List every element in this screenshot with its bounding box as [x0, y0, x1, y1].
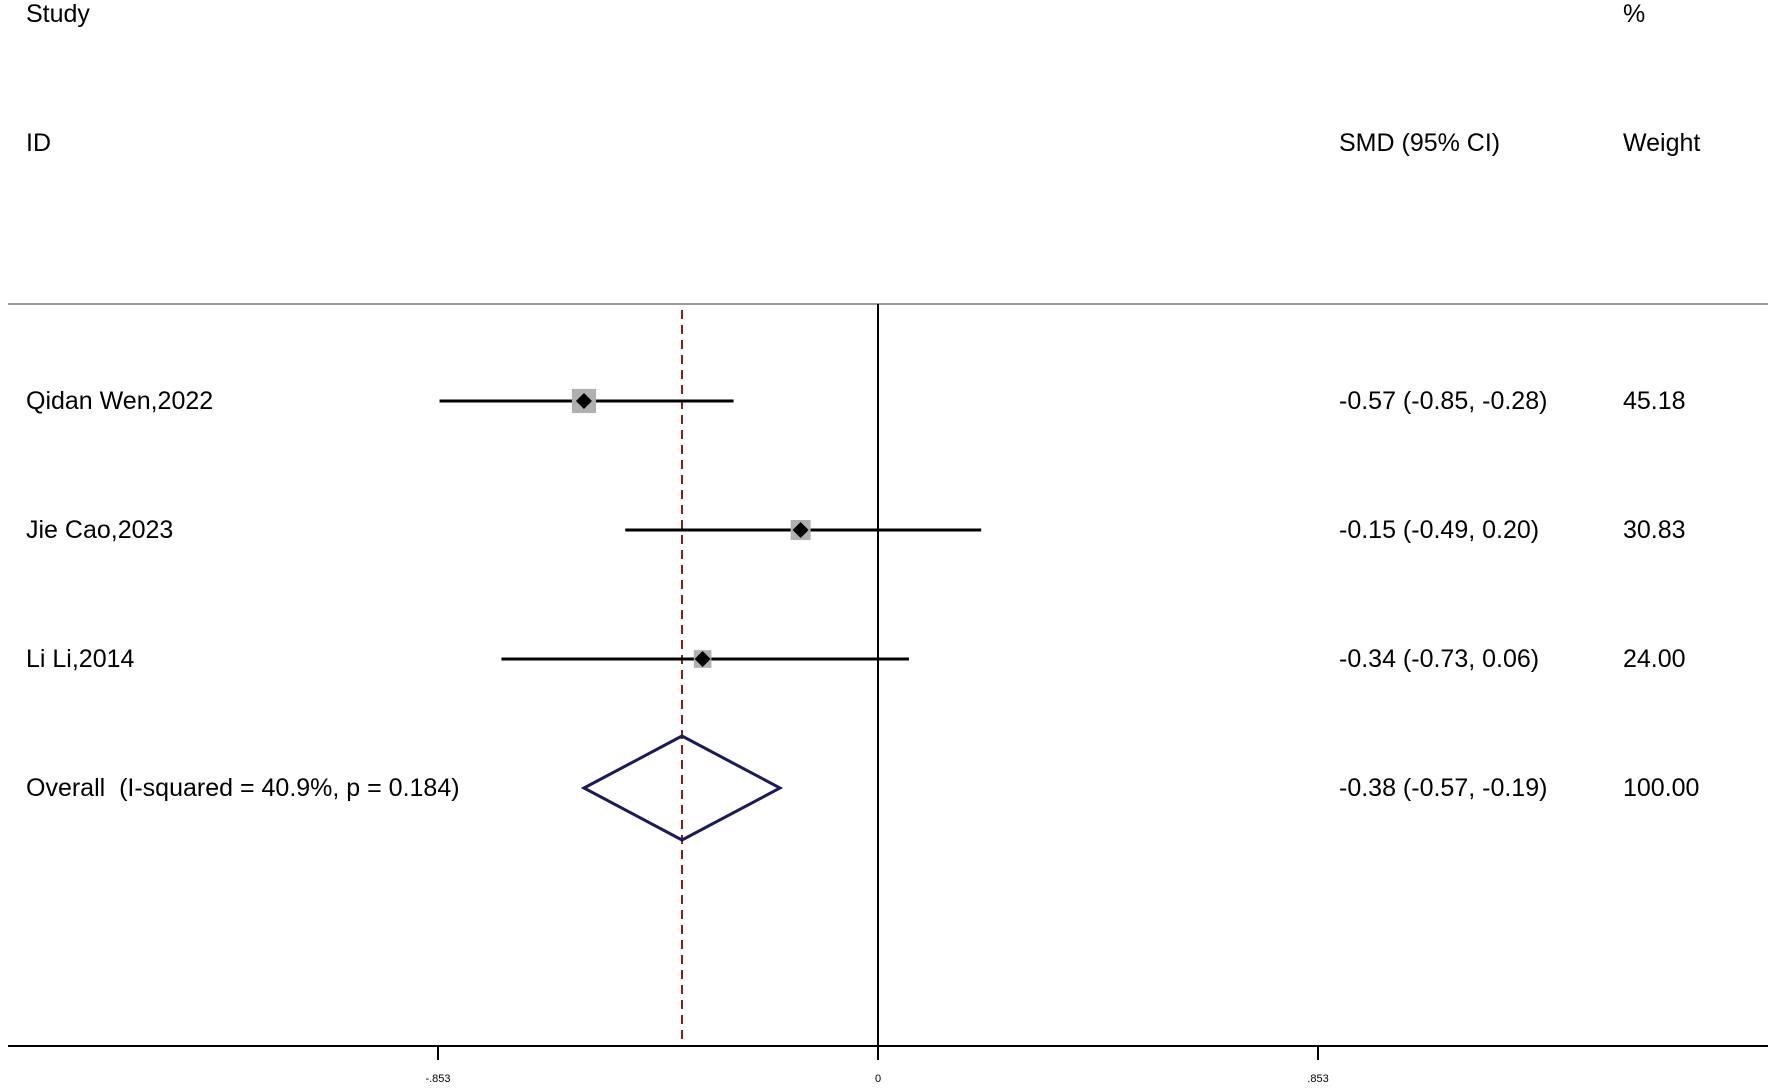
study-weight-text: 45.18 [1623, 387, 1686, 415]
x-tick-label: -.853 [425, 1073, 450, 1085]
x-tick-label: .853 [1307, 1073, 1328, 1085]
header-weight: Weight [1623, 129, 1700, 157]
overall-label: Overall (I-squared = 40.9%, p = 0.184) [26, 774, 460, 802]
header-study: Study [26, 0, 90, 28]
study-label: Li Li,2014 [26, 645, 135, 673]
point-estimate-marker [694, 651, 711, 667]
study-ci-text: -0.15 (-0.49, 0.20) [1339, 516, 1539, 544]
point-estimate-marker [575, 393, 592, 409]
study-ci-text: -0.34 (-0.73, 0.06) [1339, 645, 1539, 673]
x-tick-label: 0 [875, 1073, 881, 1085]
study-label: Jie Cao,2023 [26, 516, 173, 544]
point-estimate-marker [792, 522, 809, 538]
header-id: ID [26, 129, 51, 157]
study-weight-text: 30.83 [1623, 516, 1686, 544]
header-weight-pct: % [1623, 0, 1645, 28]
overall-diamond [580, 734, 784, 842]
overall-weight-text: 100.00 [1623, 774, 1699, 802]
study-weight-text: 24.00 [1623, 645, 1686, 673]
overall-ci-text: -0.38 (-0.57, -0.19) [1339, 774, 1547, 802]
study-label: Qidan Wen,2022 [26, 387, 213, 415]
header-effect: SMD (95% CI) [1339, 129, 1500, 157]
study-ci-text: -0.57 (-0.85, -0.28) [1339, 387, 1547, 415]
study-rows: Qidan Wen,2022 -0.57 (-0.85, -0.28) 45.18 J… [26, 387, 1686, 673]
x-axis-ticks: -.853 0 .853 [425, 1046, 1329, 1085]
